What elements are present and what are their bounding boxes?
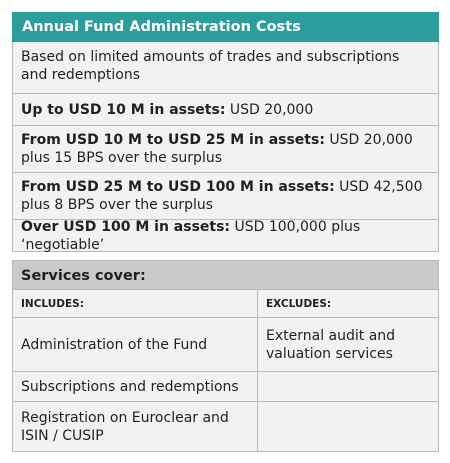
service-cell: Subscriptions and redemptions bbox=[12, 372, 258, 402]
tier: From USD 10 M to USD 25 M in assets: USD… bbox=[12, 126, 439, 173]
service-cell: Registration on Euroclear and ISIN / CUS… bbox=[12, 402, 258, 452]
tier-label: Up to USD 10 M in assets: bbox=[21, 101, 226, 118]
column-header: EXCLUDES: bbox=[258, 290, 439, 318]
tier-label: From USD 25 M to USD 100 M in assets: bbox=[21, 179, 335, 195]
tier-price: USD 42,500 plus 8 BPS over the surplus bbox=[21, 179, 423, 213]
tier-price: USD 100,000 plus ‘negotiable’ bbox=[21, 218, 361, 253]
services-title: Services cover: bbox=[12, 260, 439, 290]
cost-table: Annual Fund Administration Costs Based o… bbox=[12, 12, 439, 452]
tier: From USD 25 M to USD 100 M in assets: US… bbox=[12, 173, 439, 220]
service-cell: Administration of the Fund bbox=[12, 318, 258, 372]
column-header: INCLUDES: bbox=[12, 290, 258, 318]
tier-price: USD 20,000 plus 15 BPS over the surplus bbox=[21, 132, 413, 166]
service-rows: Administration of the Fund External audit… bbox=[12, 318, 439, 452]
tier: Over USD 100 M in assets: USD 100,000 pl… bbox=[12, 218, 439, 254]
service-cell bbox=[258, 372, 439, 402]
tier-text: From USD 25 M to USD 100 M in assets: US… bbox=[21, 178, 430, 214]
table-title: Annual Fund Administration Costs bbox=[12, 12, 439, 42]
tier-text: From USD 10 M to USD 25 M in assets: USD… bbox=[21, 131, 430, 167]
tier-label: From USD 10 M to USD 25 M in assets: bbox=[21, 132, 325, 148]
tiers: Up to USD 10 M in assets: USD 20,000 From… bbox=[12, 94, 439, 254]
service-cell bbox=[258, 402, 439, 452]
service-row: Registration on Euroclear and ISIN / CUS… bbox=[12, 402, 439, 452]
tier: Up to USD 10 M in assets: USD 20,000 bbox=[12, 94, 439, 126]
tier-text: Up to USD 10 M in assets: USD 20,000 bbox=[21, 101, 313, 119]
tier-text: Over USD 100 M in assets: USD 100,000 pl… bbox=[21, 218, 430, 254]
note: Based on limited amounts of trades and s… bbox=[12, 42, 439, 94]
service-cell: External audit and valuation services bbox=[258, 318, 439, 372]
tier-label: Over USD 100 M in assets: bbox=[21, 218, 231, 235]
tier-price: USD 20,000 bbox=[229, 101, 314, 118]
column-headers: INCLUDES: EXCLUDES: bbox=[12, 290, 439, 318]
service-row: Subscriptions and redemptions bbox=[12, 372, 439, 402]
service-row: Administration of the Fund External audit… bbox=[12, 318, 439, 372]
